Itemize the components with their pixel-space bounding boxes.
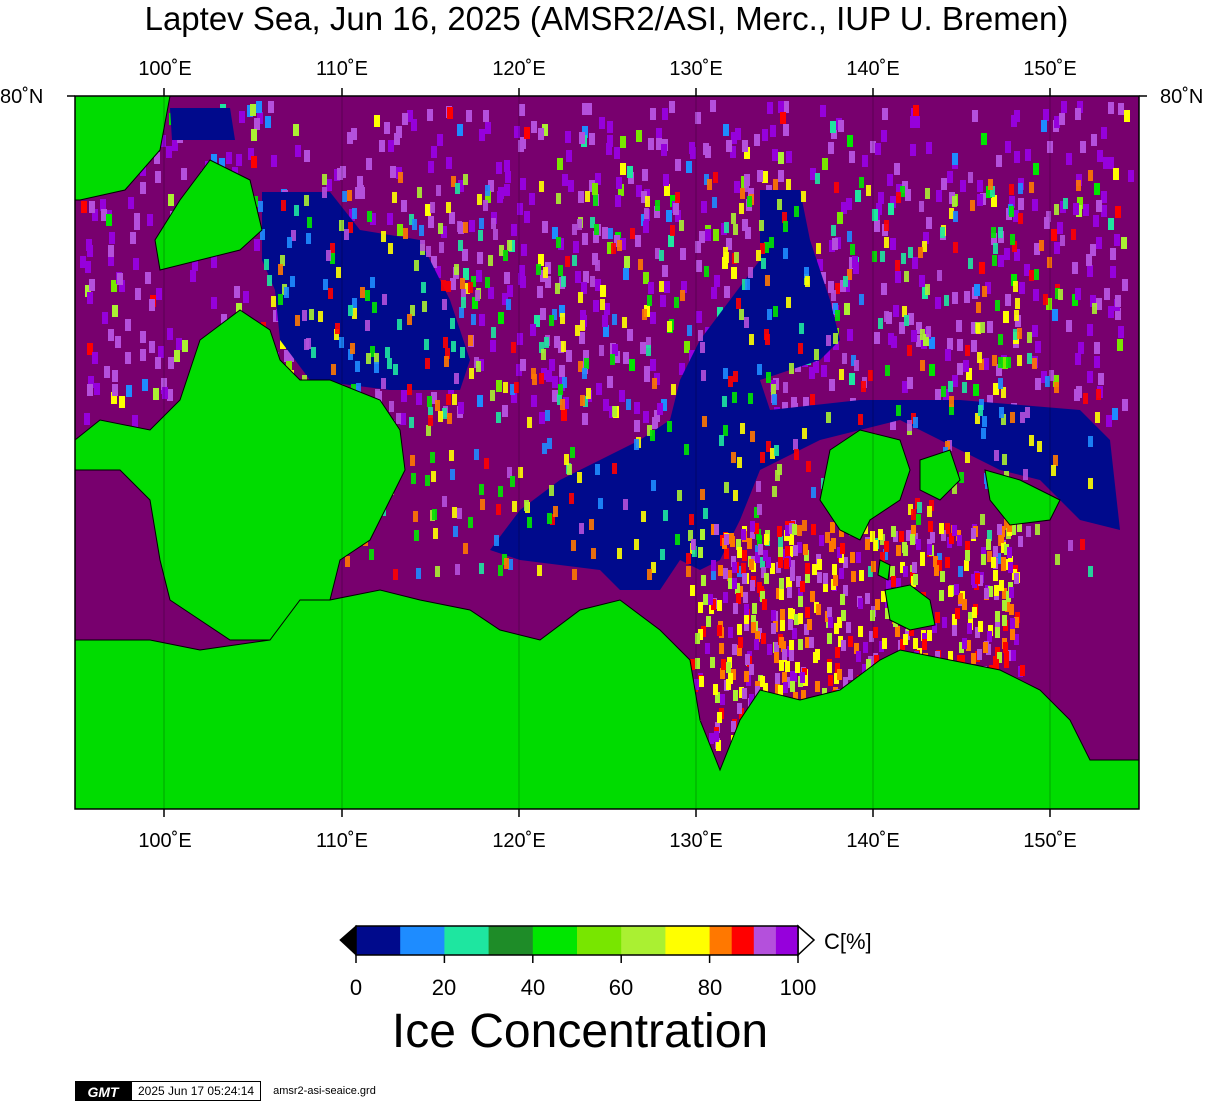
- colorbar-swatch: [577, 926, 622, 955]
- colorbar: [339, 924, 816, 963]
- lon-tick-bottom-150: 150˚E: [1023, 830, 1077, 852]
- colorbar-tick-20: 20: [431, 975, 457, 1000]
- lon-tick-bottom-130: 130˚E: [669, 830, 723, 852]
- colorbar-title: Ice Concentration: [391, 1005, 769, 1058]
- colorbar-tick-0: 0: [349, 975, 363, 1000]
- lon-tick-top-100: 100˚E: [138, 58, 192, 80]
- lat-label-left: 80˚N: [0, 86, 44, 108]
- colorbar-swatch: [532, 926, 578, 955]
- lon-tick-bottom-110: 110˚E: [316, 830, 368, 852]
- colorbar-swatch: [709, 926, 733, 955]
- lon-tick-top-150: 150˚E: [1023, 58, 1077, 80]
- colorbar-low-triangle: [339, 924, 357, 957]
- lon-tick-bottom-140: 140˚E: [846, 830, 900, 852]
- gmt-logo: GMT: [75, 1081, 131, 1101]
- lon-tick-top-110: 110˚E: [316, 58, 368, 80]
- colorbar-tick-60: 60: [608, 975, 634, 1000]
- colorbar-swatch: [356, 926, 401, 955]
- grid-filename: amsr2-asi-seaice.grd: [273, 1085, 376, 1097]
- colorbar-unit: C[%]: [824, 929, 872, 954]
- lon-tick-bottom-100: 100˚E: [138, 830, 192, 852]
- lon-tick-bottom-120: 120˚E: [492, 830, 546, 852]
- colorbar-tick-80: 80: [697, 975, 723, 1000]
- lat-label-right: 80˚N: [1160, 86, 1204, 108]
- colorbar-swatch: [665, 926, 711, 955]
- frame-ticks: [67, 88, 1147, 817]
- map-frame: [74, 95, 1140, 810]
- lon-tick-top-120: 120˚E: [492, 58, 546, 80]
- lon-tick-top-130: 130˚E: [669, 58, 723, 80]
- colorbar-tick-100: 100: [779, 975, 817, 1000]
- colorbar-swatch: [775, 926, 799, 955]
- colorbar-swatch: [400, 926, 445, 955]
- lon-tick-top-140: 140˚E: [846, 58, 900, 80]
- colorbar-tick-40: 40: [520, 975, 546, 1000]
- colorbar-swatch: [753, 926, 777, 955]
- colorbar-swatch: [444, 926, 490, 955]
- graticule: [163, 96, 1051, 809]
- colorbar-swatch: [731, 926, 755, 955]
- colorbar-high-triangle: [797, 924, 816, 957]
- gmt-footer: GMT 2025 Jun 17 05:24:14 amsr2-asi-seaic…: [75, 1081, 376, 1101]
- map-title: Laptev Sea, Jun 16, 2025 (AMSR2/ASI, Mer…: [144, 0, 1069, 37]
- colorbar-swatch: [621, 926, 666, 955]
- colorbar-swatch: [488, 926, 534, 955]
- timestamp: 2025 Jun 17 05:24:14: [131, 1081, 262, 1101]
